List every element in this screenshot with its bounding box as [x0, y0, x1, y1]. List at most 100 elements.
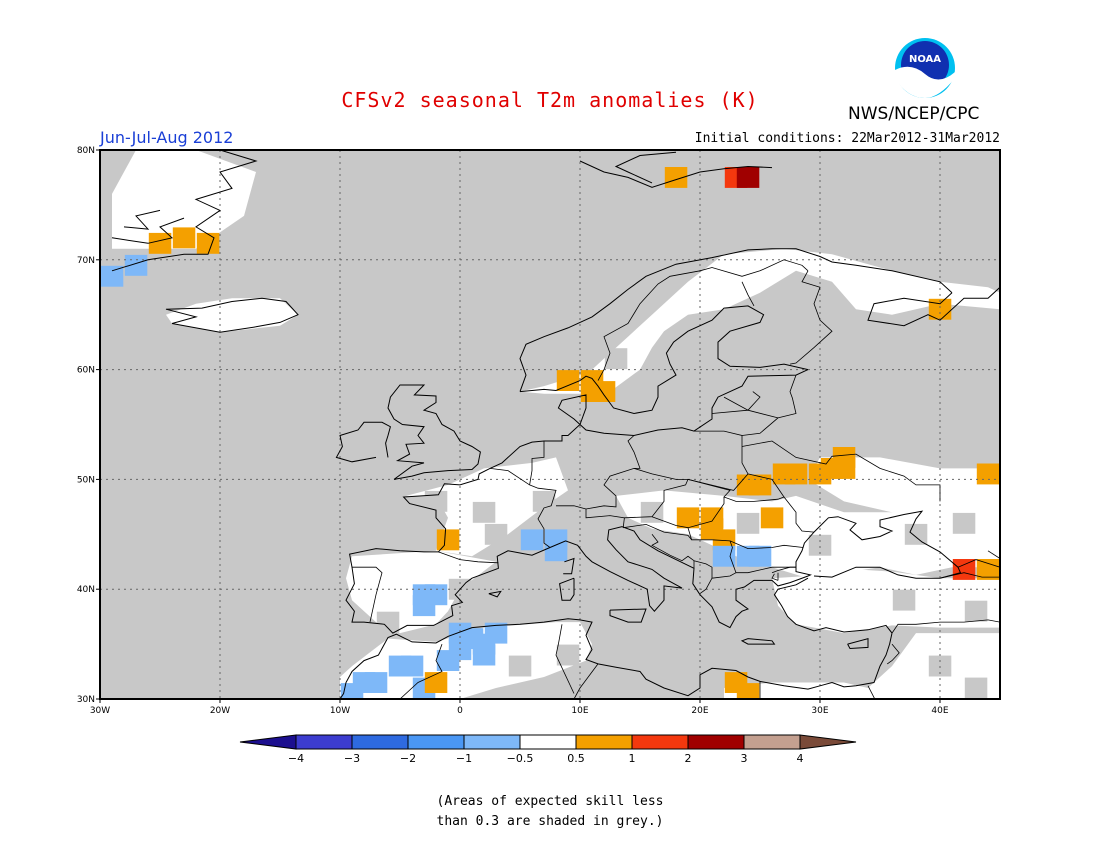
lat-tick-label: 80N	[77, 146, 95, 156]
anomaly-cell	[100, 265, 124, 287]
axis-ticks: 30W 20W 10W 0 10E 20E 30E 40E 30N 40N 50N 60N 70N 80N	[77, 146, 949, 716]
country-border	[789, 270, 833, 365]
country-border	[529, 441, 545, 485]
lon-tick-label: 40E	[931, 706, 948, 716]
country-border	[939, 572, 1000, 579]
coastline	[165, 297, 299, 333]
colorbar-segment	[295, 734, 353, 750]
initial-conditions: Initial conditions: 22Mar2012-31Mar2012	[694, 131, 1000, 146]
coastline	[111, 150, 258, 272]
colorbar-label: −1	[456, 752, 472, 765]
colorbar-label: −4	[288, 752, 304, 765]
anomaly-cell	[784, 463, 808, 485]
colorbar-label: 1	[629, 752, 636, 765]
colorbar-segment	[519, 734, 577, 750]
colorbar-label: 0.5	[567, 752, 585, 765]
anomaly-cell	[736, 683, 760, 699]
country-border	[585, 509, 625, 528]
lon-tick-label: 30W	[90, 706, 110, 716]
country-border	[741, 281, 755, 307]
country-border	[711, 572, 737, 579]
grey-cell	[376, 611, 400, 633]
grey-cell	[604, 348, 628, 370]
colorbar-segment	[575, 734, 633, 750]
grey-cell	[532, 490, 556, 512]
coastline	[579, 160, 773, 188]
grey-cell	[964, 600, 988, 622]
lon-tick-label: 10E	[571, 706, 588, 716]
country-border	[867, 685, 876, 699]
anomaly-cell	[484, 622, 508, 644]
forecast-period: Jun-Jul-Aug 2012	[100, 128, 234, 147]
grey-cell	[556, 644, 580, 666]
grey-cell	[892, 589, 916, 611]
lat-lon-grid	[100, 150, 1000, 699]
grey-cell	[904, 523, 928, 545]
colorbar-label: 2	[685, 752, 692, 765]
anomaly-cell	[976, 463, 1000, 485]
grey-cell	[640, 501, 664, 523]
coastlines	[111, 150, 1000, 699]
grey-cell	[808, 282, 832, 304]
colorbar-label: −2	[400, 752, 416, 765]
colorbar-left-arrow	[239, 734, 297, 750]
grey-cell	[484, 523, 508, 545]
lon-tick-label: 30E	[811, 706, 828, 716]
country-border	[741, 374, 797, 436]
colorbar-segment	[687, 734, 745, 750]
grey-cell	[736, 304, 760, 326]
anomaly-cell	[676, 507, 700, 529]
country-border	[729, 540, 804, 550]
country-border	[438, 551, 499, 564]
country-border	[624, 478, 815, 533]
footnote-line-2: than 0.3 are shaded in grey.)	[436, 814, 664, 829]
grey-cell	[736, 512, 760, 534]
country-border	[771, 573, 779, 581]
coastline	[519, 248, 953, 392]
map-frame	[99, 149, 1001, 700]
anomaly-cell	[556, 370, 580, 391]
anomaly-cell	[712, 529, 736, 551]
coastline	[614, 151, 677, 184]
anomaly-cell	[412, 595, 436, 617]
colorbar: −4 −3 −2 −1 −0.5 0.5 1 2 3 4	[239, 734, 857, 765]
anomaly-cell	[664, 167, 688, 188]
footnote: (Areas of expected skill less than 0.3 a…	[0, 792, 1100, 832]
country-border	[623, 523, 692, 541]
colorbar-segment	[743, 734, 801, 750]
lat-tick-label: 30N	[77, 695, 95, 705]
colorbar-label: 4	[797, 752, 804, 765]
white-region	[808, 457, 1000, 513]
lat-tick-label: 70N	[77, 256, 95, 266]
grey-cell	[472, 501, 496, 523]
map-area	[100, 150, 1000, 699]
footnote-line-1: (Areas of expected skill less	[436, 794, 664, 809]
country-border	[747, 391, 761, 411]
coastline	[847, 637, 869, 650]
grey-cell	[964, 677, 988, 699]
country-border	[886, 643, 900, 665]
coastline	[519, 305, 809, 415]
coastline	[339, 618, 893, 699]
country-border	[693, 560, 713, 594]
anomaly-cell	[832, 447, 856, 468]
coastline	[123, 209, 161, 230]
colorbar-segment	[351, 734, 409, 750]
chart-title: CFSv2 seasonal T2m anomalies (K)	[341, 88, 759, 112]
country-border	[555, 624, 575, 694]
white-region	[166, 298, 298, 333]
anomaly-cell	[736, 167, 760, 188]
white-region	[724, 633, 1000, 699]
coastline	[111, 217, 185, 244]
coastline	[335, 421, 391, 463]
country-border	[687, 527, 796, 574]
coastline	[563, 557, 575, 575]
coastline	[773, 577, 893, 634]
lat-tick-label: 50N	[77, 475, 95, 485]
grey-cell	[424, 490, 448, 512]
country-border	[573, 663, 599, 699]
lon-tick-label: 20W	[210, 706, 230, 716]
anomaly-cell	[952, 559, 976, 580]
colorbar-label: −0.5	[507, 752, 534, 765]
anomaly-cell	[760, 507, 784, 529]
